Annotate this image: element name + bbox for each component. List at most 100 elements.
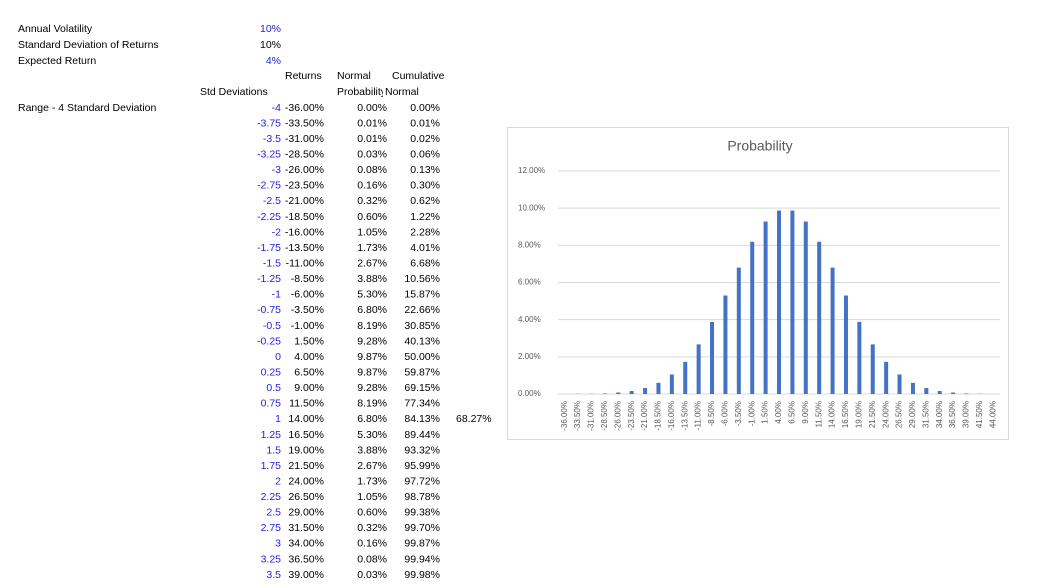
bar bbox=[723, 295, 728, 394]
cum-cell: 0.06% bbox=[410, 148, 440, 160]
bar bbox=[817, 241, 822, 394]
returns-cell: 4.00% bbox=[294, 351, 324, 363]
std-cell: 2.25 bbox=[261, 491, 282, 503]
header: Cumulative bbox=[392, 70, 445, 82]
returns-cell: -1.00% bbox=[291, 320, 324, 332]
prob-cell: 1.73% bbox=[357, 242, 387, 254]
cum-cell: 84.13% bbox=[404, 413, 440, 425]
x-tick-label: 24.00% bbox=[881, 401, 890, 428]
x-tick-label: -18.50% bbox=[654, 401, 663, 431]
prob-cell: 3.88% bbox=[357, 273, 387, 285]
returns-cell: 34.00% bbox=[288, 538, 324, 550]
std-cell: -1.25 bbox=[257, 273, 281, 285]
std-cell: -0.25 bbox=[257, 335, 281, 347]
bar bbox=[656, 382, 661, 394]
prob-cell: 6.80% bbox=[357, 413, 387, 425]
header: Probability bbox=[337, 86, 387, 98]
x-tick-label: -3.50% bbox=[734, 401, 743, 426]
prob-cell: 5.30% bbox=[357, 289, 387, 301]
bar bbox=[884, 361, 889, 394]
x-tick-label: -13.50% bbox=[680, 401, 689, 431]
bar bbox=[870, 344, 875, 394]
x-tick-label: -31.00% bbox=[587, 401, 596, 431]
x-tick-label: 39.00% bbox=[962, 401, 971, 428]
bar bbox=[857, 321, 862, 394]
std-cell: 0.5 bbox=[266, 382, 281, 394]
std-cell: 0 bbox=[275, 351, 281, 363]
param-label: Standard Deviation of Returns bbox=[18, 39, 159, 51]
bar bbox=[710, 321, 715, 394]
prob-cell: 6.80% bbox=[357, 304, 387, 316]
prob-cell: 9.28% bbox=[357, 382, 387, 394]
row-label: Range - 4 Standard Deviation bbox=[18, 102, 156, 114]
y-tick-label: 10.00% bbox=[518, 203, 545, 212]
x-tick-label: -36.00% bbox=[560, 401, 569, 431]
cum-cell: 0.00% bbox=[410, 102, 440, 114]
returns-cell: -31.00% bbox=[285, 133, 324, 145]
cum-cell: 98.78% bbox=[404, 491, 440, 503]
returns-cell: -8.50% bbox=[291, 273, 324, 285]
chart-frame bbox=[507, 127, 1009, 440]
header: Returns bbox=[285, 70, 322, 82]
prob-cell: 0.03% bbox=[357, 569, 387, 581]
x-tick-label: -6.00% bbox=[721, 401, 730, 426]
cum-cell: 40.13% bbox=[404, 335, 440, 347]
bar bbox=[951, 392, 956, 394]
x-tick-label: 4.00% bbox=[774, 401, 783, 424]
param-value: 10% bbox=[260, 23, 281, 35]
bar bbox=[843, 295, 848, 394]
y-tick-label: 0.00% bbox=[518, 389, 541, 398]
returns-cell: -6.00% bbox=[291, 289, 324, 301]
prob-cell: 1.05% bbox=[357, 226, 387, 238]
returns-cell: -13.50% bbox=[285, 242, 324, 254]
x-tick-label: 9.00% bbox=[801, 401, 810, 424]
header: Normal bbox=[337, 70, 371, 82]
cum-cell: 0.62% bbox=[410, 195, 440, 207]
chart-title: Probability bbox=[727, 138, 792, 154]
y-tick-label: 2.00% bbox=[518, 352, 541, 361]
x-tick-label: 44.00% bbox=[988, 401, 997, 428]
cum-cell: 6.68% bbox=[410, 257, 440, 269]
bar bbox=[736, 267, 741, 394]
std-cell: 2.75 bbox=[261, 522, 282, 534]
x-tick-label: -21.00% bbox=[640, 401, 649, 431]
bar bbox=[696, 344, 701, 394]
x-tick-label: -26.00% bbox=[613, 401, 622, 431]
x-tick-label: 16.50% bbox=[841, 401, 850, 428]
cum-cell: 99.98% bbox=[404, 569, 440, 581]
prob-cell: 9.87% bbox=[357, 366, 387, 378]
x-tick-label: 1.50% bbox=[761, 401, 770, 424]
x-tick-label: 14.00% bbox=[828, 401, 837, 428]
bar bbox=[629, 391, 634, 394]
cum-cell: 99.87% bbox=[404, 538, 440, 550]
bar bbox=[763, 221, 768, 394]
std-cell: -1 bbox=[272, 289, 281, 301]
y-tick-label: 4.00% bbox=[518, 315, 541, 324]
bar bbox=[777, 210, 781, 394]
param-label: Expected Return bbox=[18, 55, 96, 67]
x-tick-label: 29.00% bbox=[908, 401, 917, 428]
header: Std Deviations bbox=[200, 86, 268, 98]
bar bbox=[937, 391, 942, 394]
returns-cell: 31.50% bbox=[288, 522, 324, 534]
prob-cell: 0.32% bbox=[357, 522, 387, 534]
prob-cell: 1.05% bbox=[357, 491, 387, 503]
std-cell: -0.75 bbox=[257, 304, 281, 316]
returns-cell: 9.00% bbox=[294, 382, 324, 394]
std-cell: -2 bbox=[272, 226, 281, 238]
std-cell: 3.25 bbox=[261, 553, 282, 565]
bar bbox=[616, 392, 621, 394]
prob-cell: 0.16% bbox=[357, 538, 387, 550]
returns-cell: -11.00% bbox=[286, 257, 324, 269]
std-cell: -3 bbox=[272, 164, 281, 176]
bar bbox=[924, 388, 929, 394]
param-label: Annual Volatility bbox=[18, 23, 93, 35]
x-tick-label: 21.50% bbox=[868, 401, 877, 428]
returns-cell: 24.00% bbox=[288, 475, 324, 487]
prob-cell: 0.03% bbox=[357, 148, 387, 160]
std-cell: -0.5 bbox=[263, 320, 281, 332]
y-tick-label: 12.00% bbox=[518, 166, 545, 175]
x-tick-label: 36.50% bbox=[948, 401, 957, 428]
prob-cell: 9.87% bbox=[357, 351, 387, 363]
